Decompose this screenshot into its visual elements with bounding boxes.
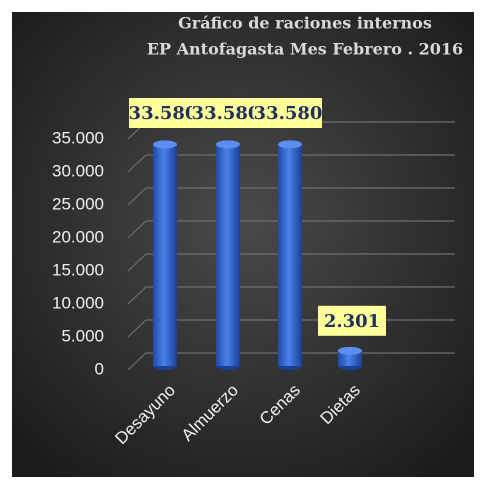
value-label-box: [318, 305, 386, 336]
bar: [338, 350, 362, 366]
chart-title: Gráfico de raciones internos: [178, 14, 432, 33]
y-tick-label: 15.000: [52, 260, 104, 279]
value-label: 33.580: [254, 103, 323, 124]
y-tick-label: 10.000: [52, 293, 104, 312]
bar: [153, 144, 177, 366]
bar-top: [216, 140, 240, 149]
grid-line: [127, 187, 455, 206]
value-label-box: [129, 98, 197, 128]
bar-top: [338, 346, 362, 355]
y-tick-label: 5.000: [61, 326, 104, 345]
chart-subtitle: EP Antofagasta Mes Febrero . 2016: [147, 40, 463, 59]
value-label-box: [192, 98, 260, 128]
value-label-box: [254, 98, 322, 128]
y-tick-label: 25.000: [52, 194, 104, 213]
y-tick-label: 0: [95, 359, 104, 378]
value-label: 33.580: [129, 103, 198, 124]
value-label: 2.301: [324, 311, 380, 332]
grid-line: [127, 220, 455, 239]
grid-line: [127, 253, 455, 272]
value-label: 33.580: [192, 103, 261, 124]
y-tick-label: 20.000: [52, 227, 104, 246]
bar-top: [153, 140, 177, 149]
bar-top: [278, 140, 302, 149]
chart-background: [12, 12, 474, 477]
grid-line: [127, 286, 455, 305]
bar: [216, 144, 240, 366]
y-tick-label: 30.000: [52, 161, 104, 180]
bar: [278, 144, 302, 366]
y-tick-label: 35.000: [52, 128, 104, 147]
grid-line: [127, 154, 455, 173]
